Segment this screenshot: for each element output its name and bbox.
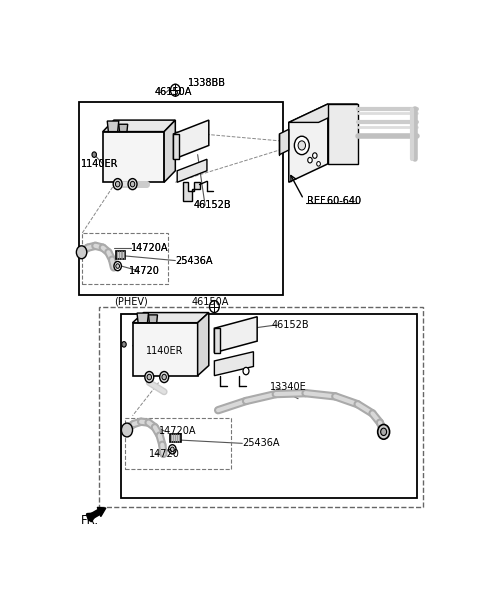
Circle shape (128, 179, 137, 190)
Circle shape (308, 157, 312, 163)
Circle shape (378, 425, 390, 439)
Circle shape (115, 181, 120, 187)
Polygon shape (183, 182, 200, 201)
Text: 14720A: 14720A (158, 426, 196, 436)
Circle shape (122, 341, 126, 347)
Polygon shape (177, 159, 207, 182)
Text: 46150A: 46150A (192, 297, 229, 307)
Text: 1140ER: 1140ER (81, 159, 118, 169)
Polygon shape (215, 328, 220, 353)
Polygon shape (148, 315, 157, 323)
Bar (103, 132, 164, 182)
Text: 25436A: 25436A (175, 255, 213, 266)
Circle shape (170, 447, 174, 451)
Polygon shape (116, 251, 125, 259)
Polygon shape (173, 134, 179, 159)
Circle shape (114, 261, 121, 271)
Circle shape (170, 84, 180, 96)
Circle shape (210, 301, 219, 313)
Circle shape (92, 152, 96, 157)
FancyArrow shape (87, 507, 106, 521)
Bar (79, 102, 283, 295)
Polygon shape (215, 317, 257, 353)
Text: 46152B: 46152B (194, 200, 231, 210)
Polygon shape (107, 121, 119, 132)
Text: 14720A: 14720A (131, 243, 168, 253)
Text: 46150A: 46150A (155, 87, 192, 97)
Circle shape (168, 445, 176, 454)
Text: 13340E: 13340E (270, 382, 307, 392)
Text: 14720A: 14720A (131, 243, 168, 253)
Bar (132, 323, 198, 376)
Bar (121, 313, 417, 498)
Circle shape (294, 136, 309, 155)
Text: 14720: 14720 (129, 266, 160, 276)
Text: 46152B: 46152B (194, 200, 231, 210)
Text: 46150A: 46150A (155, 87, 192, 97)
Circle shape (162, 374, 167, 380)
Polygon shape (103, 120, 175, 132)
Polygon shape (119, 124, 128, 132)
Bar (99, 307, 423, 507)
Text: 14720: 14720 (129, 266, 160, 276)
Text: 1140ER: 1140ER (81, 159, 118, 169)
Polygon shape (132, 313, 209, 323)
Text: REF.60-640: REF.60-640 (307, 196, 361, 206)
Text: FR.: FR. (81, 514, 98, 527)
Polygon shape (289, 104, 328, 182)
Text: 1140ER: 1140ER (145, 346, 183, 356)
Polygon shape (328, 104, 358, 164)
Text: REF.60-640: REF.60-640 (307, 196, 361, 206)
Text: 14720: 14720 (149, 449, 180, 459)
Polygon shape (170, 434, 181, 443)
Bar (83, 233, 168, 283)
Circle shape (160, 371, 168, 383)
Polygon shape (215, 352, 253, 376)
Bar (125, 418, 231, 469)
Circle shape (381, 428, 386, 435)
Circle shape (147, 374, 152, 380)
Text: 1338BB: 1338BB (188, 78, 227, 89)
Circle shape (116, 264, 120, 269)
Polygon shape (173, 120, 209, 159)
Circle shape (317, 161, 321, 166)
Polygon shape (289, 104, 358, 123)
Polygon shape (137, 313, 148, 323)
Polygon shape (198, 313, 209, 376)
Text: 46152B: 46152B (272, 320, 310, 330)
Circle shape (298, 141, 306, 150)
Circle shape (121, 423, 132, 437)
Text: (PHEV): (PHEV) (114, 297, 148, 307)
Circle shape (145, 371, 154, 383)
Circle shape (130, 181, 135, 187)
Circle shape (76, 246, 87, 259)
Text: 25436A: 25436A (175, 255, 213, 266)
Polygon shape (279, 129, 289, 155)
Text: 25436A: 25436A (242, 438, 280, 448)
Circle shape (113, 179, 122, 190)
Circle shape (312, 153, 317, 158)
Circle shape (243, 367, 249, 375)
Text: 1338BB: 1338BB (188, 78, 227, 89)
Polygon shape (164, 120, 175, 182)
